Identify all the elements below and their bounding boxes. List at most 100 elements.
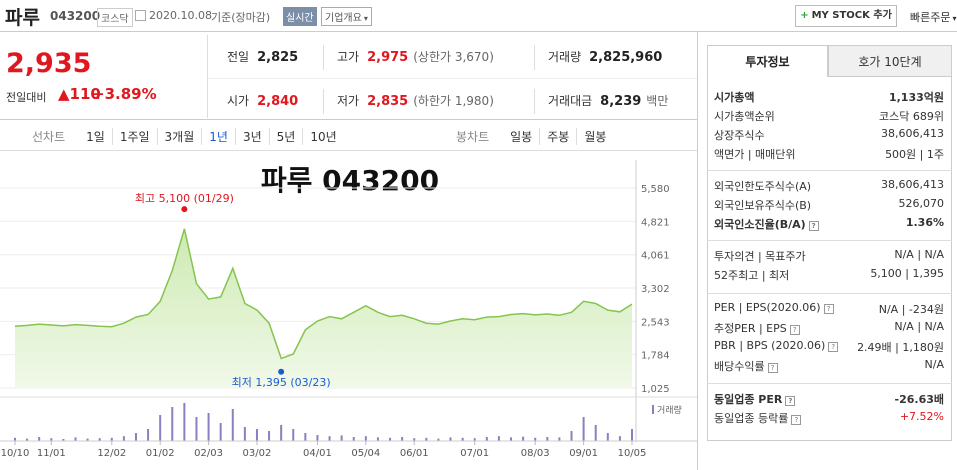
quote-value: 2,825,960: [589, 50, 663, 65]
group-divider: [707, 240, 952, 241]
info-value: 코스닥 689위: [879, 110, 944, 123]
volume-bar: [86, 438, 89, 441]
period-tab[interactable]: 3개월: [156, 128, 202, 145]
x-tick-label: 10/10: [1, 448, 30, 459]
info-value: 1,133억원: [888, 91, 944, 104]
volume-bar: [38, 437, 41, 441]
info-label-text: 투자의견 | 목표주가: [714, 250, 806, 263]
volume-bar: [159, 415, 162, 441]
volume-bar: [497, 436, 500, 441]
quote-value: 2,840: [257, 94, 299, 109]
quote-value: 2,825: [257, 50, 299, 65]
info-value: 5,100 | 1,395: [870, 267, 944, 280]
volume-bar: [304, 433, 307, 441]
volume-bar: [389, 437, 392, 441]
quote-item: 시가 2,840: [227, 92, 298, 109]
volume-bar: [292, 429, 295, 441]
info-label: 투자의견 | 목표주가: [714, 248, 806, 264]
info-value: -26.63배: [894, 393, 944, 406]
candle-tab[interactable]: 월봉: [576, 128, 613, 145]
quote-value: 2,975: [367, 50, 409, 65]
mystock-label[interactable]: MY STOCK 추가: [811, 10, 892, 21]
info-label-text: 외국인소진율(B/A): [714, 218, 806, 231]
company-label[interactable]: 기업개요: [325, 13, 362, 24]
volume-bar: [534, 437, 537, 441]
info-label-text: 추정PER | EPS: [714, 322, 787, 335]
volume-bar: [606, 433, 609, 441]
volume-bar: [50, 438, 53, 441]
info-label: 배당수익률?: [714, 358, 778, 374]
info-value: N/A | N/A: [894, 320, 944, 333]
period-tab[interactable]: 1년: [201, 128, 235, 145]
panel-divider: [697, 32, 698, 470]
chart-title: 파루 043200: [261, 164, 439, 197]
volume-bar: [316, 435, 319, 441]
info-tab[interactable]: 투자정보: [707, 45, 828, 77]
y-tick-label: 3,302: [641, 284, 670, 295]
period-tab[interactable]: 3년: [234, 128, 269, 145]
info-label-text: 액면가 | 매매단위: [714, 148, 796, 161]
quick-order[interactable]: 빠른주문 ▾: [910, 9, 957, 25]
info-value: 500원 | 1주: [885, 148, 944, 161]
info-label: 액면가 | 매매단위: [714, 146, 796, 162]
chart: 파루 043200 1,025 1,784 2,543 3,302 4,061 4,821 5…: [0, 160, 697, 459]
volume-bar: [558, 437, 561, 441]
extreme-label: 최고 5,100 (01/29): [135, 192, 234, 205]
help-icon: ?: [808, 221, 819, 231]
mystock-button[interactable]: + MY STOCK 추가: [795, 5, 897, 27]
y-tick-label: 1,025: [641, 384, 670, 395]
info-label: 외국인한도주식수(A): [714, 178, 811, 194]
change-label: 전일대비: [6, 91, 47, 104]
quote-label: 거래량: [548, 50, 582, 64]
up-arrow: ▲: [58, 85, 70, 103]
period-tab[interactable]: 1일: [86, 130, 105, 144]
candle-tab[interactable]: 주봉: [539, 128, 576, 145]
extreme-label: 최저 1,395 (03/23): [232, 376, 331, 389]
info-tab[interactable]: 호가 10단계: [828, 45, 952, 77]
help-icon: ?: [767, 363, 778, 373]
volume-bar: [98, 438, 101, 441]
period-tab[interactable]: 1주일: [111, 128, 157, 145]
info-label-text: PER | EPS(2020.06): [714, 301, 821, 314]
info-label-text: 시가총액순위: [714, 110, 775, 123]
calendar-icon: [135, 10, 146, 21]
volume-legend: 거래량: [657, 404, 682, 416]
quote-col-divider: [534, 89, 535, 114]
volume-bar: [631, 429, 633, 441]
volume-legend-key: [652, 405, 654, 414]
volume-bar: [328, 436, 331, 441]
realtime-badge[interactable]: 실시간: [283, 7, 317, 26]
quote-bottom: [0, 119, 697, 120]
volume-bar: [243, 427, 246, 441]
x-tick-label: 07/01: [460, 448, 489, 459]
volume-bar: [510, 437, 513, 441]
volume-bar: [14, 437, 16, 441]
dropdown-arrow: ▾: [363, 14, 368, 23]
help-icon: ?: [785, 396, 796, 406]
info-label: 동일업종 등락률?: [714, 410, 802, 426]
tab-group-label: 봉차트: [456, 130, 490, 144]
volume-bar: [26, 438, 29, 441]
candle-tab[interactable]: 일봉: [510, 130, 533, 144]
change-value: 110: [69, 85, 101, 103]
quote-label: 시가: [227, 94, 250, 108]
info-label-text: 외국인한도주식수(A): [714, 180, 812, 193]
period-tab[interactable]: 10년: [302, 128, 343, 145]
period-tab[interactable]: 5년: [268, 128, 303, 145]
volume-bar: [449, 437, 452, 441]
info-label: 52주최고 | 최저: [714, 267, 789, 283]
volume-bar: [473, 438, 476, 441]
x-tick-label: 06/01: [400, 448, 429, 459]
y-tick-label: 4,061: [641, 251, 670, 262]
quick-label[interactable]: 빠른주문: [910, 11, 951, 24]
quote-col-divider: [323, 89, 324, 114]
volume-bar: [364, 436, 367, 441]
volume-bar: [352, 437, 355, 441]
price-area: [15, 228, 632, 388]
quote-divider: [207, 35, 208, 118]
tab-group-label: 선차트: [32, 130, 66, 144]
volume-bar: [618, 436, 621, 441]
company-button[interactable]: 기업개요 ▾: [321, 7, 372, 26]
volume-bar: [570, 431, 573, 441]
quote-note: (상한가 3,670): [413, 50, 494, 64]
